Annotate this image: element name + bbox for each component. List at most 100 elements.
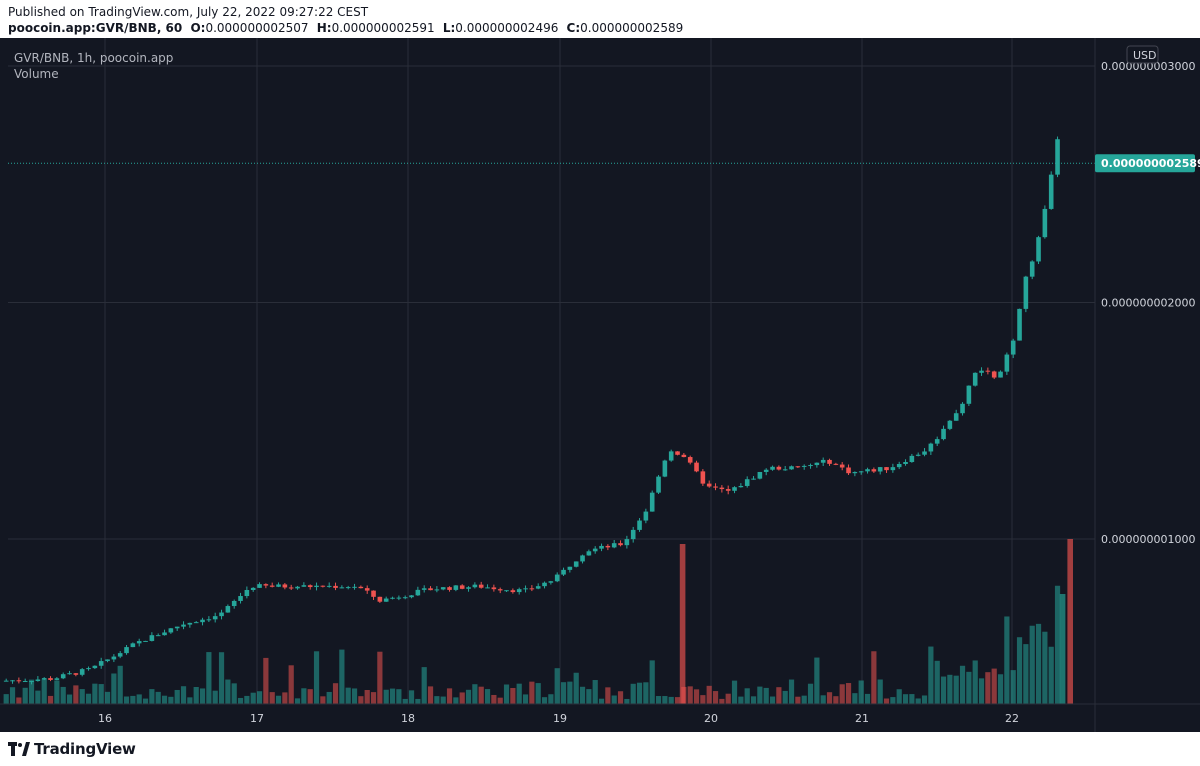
candle-body bbox=[751, 478, 756, 480]
volume-bar bbox=[307, 689, 313, 704]
volume-bar bbox=[624, 698, 630, 704]
candle-body bbox=[548, 581, 554, 583]
candle-body bbox=[143, 640, 148, 642]
volume-bar bbox=[750, 696, 757, 704]
candle-body bbox=[491, 587, 497, 590]
volume-bar bbox=[826, 692, 833, 704]
volume-bar bbox=[3, 694, 9, 704]
candle-body bbox=[1048, 174, 1054, 209]
volume-bar bbox=[655, 696, 662, 704]
volume-bar bbox=[28, 679, 35, 704]
volume-bar bbox=[364, 690, 370, 704]
candle-body bbox=[168, 628, 174, 633]
candle-body bbox=[124, 647, 129, 654]
candle-body bbox=[979, 370, 984, 373]
volume-bar bbox=[22, 687, 28, 704]
volume-bar bbox=[136, 694, 142, 704]
candle-body bbox=[269, 585, 275, 587]
volume-bar bbox=[358, 696, 364, 704]
time-axis: 16 17 18 19 20 21 22 bbox=[98, 712, 1019, 725]
volume-bar bbox=[231, 683, 237, 704]
candle-body bbox=[991, 371, 997, 378]
candle-body bbox=[447, 587, 452, 590]
volume-bar bbox=[573, 672, 579, 704]
volume-bar bbox=[662, 696, 668, 704]
time-tick-label: 21 bbox=[855, 712, 869, 725]
volume-bar bbox=[871, 651, 877, 704]
candle-body bbox=[48, 678, 53, 680]
volume-bar bbox=[541, 697, 548, 704]
volume-bar bbox=[712, 691, 719, 704]
candle-body bbox=[668, 451, 674, 461]
candle-body bbox=[16, 680, 22, 682]
candle-body bbox=[535, 586, 541, 589]
candle-body bbox=[947, 420, 953, 429]
volume-bar bbox=[985, 672, 991, 704]
candle-body bbox=[428, 588, 433, 591]
volume-bar bbox=[560, 682, 567, 704]
candle-body bbox=[700, 471, 706, 484]
volume-bar bbox=[947, 674, 953, 704]
volume-bar-spike bbox=[1059, 594, 1066, 704]
volume-bar bbox=[421, 667, 427, 704]
candle-body bbox=[972, 372, 978, 386]
candle-body bbox=[827, 459, 832, 464]
volume-bar bbox=[744, 688, 750, 704]
candle-body bbox=[922, 451, 927, 455]
candle-body bbox=[903, 461, 908, 464]
volume-bar bbox=[896, 689, 902, 704]
candle-body bbox=[542, 582, 547, 587]
candle-body bbox=[402, 597, 408, 599]
low-label: L:0.000000002496 bbox=[442, 21, 559, 35]
candle-body bbox=[162, 632, 167, 636]
last-price-text: 0.000000002589 bbox=[1101, 157, 1200, 170]
candle-body bbox=[193, 622, 199, 624]
volume-bar bbox=[320, 696, 326, 704]
candle-body bbox=[820, 459, 826, 463]
candle-body bbox=[630, 529, 636, 540]
candle-body bbox=[934, 439, 940, 444]
candle-body bbox=[440, 587, 446, 590]
candle-body bbox=[453, 585, 459, 590]
candle-body bbox=[92, 665, 98, 669]
volume-bar bbox=[991, 668, 997, 704]
candle-body bbox=[1010, 340, 1016, 355]
close-label: C:0.000000002589 bbox=[566, 21, 684, 35]
volume-bar bbox=[643, 682, 649, 704]
candle-body bbox=[396, 597, 402, 599]
time-tick-label: 17 bbox=[250, 712, 264, 725]
volume-bar bbox=[719, 698, 725, 704]
volume-bar bbox=[117, 665, 123, 704]
candle-body bbox=[858, 471, 864, 473]
volume-bar bbox=[801, 695, 807, 704]
candle-body bbox=[301, 585, 307, 587]
volume-bar bbox=[586, 689, 592, 704]
volume-bar bbox=[833, 696, 839, 704]
volume-bar bbox=[9, 687, 16, 704]
chart-panel[interactable]: 0.000000003000 0.000000002000 0.0000000010… bbox=[0, 38, 1200, 732]
tradingview-logo[interactable]: TradingView bbox=[8, 739, 136, 759]
candle-body bbox=[732, 487, 737, 491]
price-chart[interactable]: 0.000000003000 0.000000002000 0.0000000010… bbox=[0, 38, 1200, 732]
volume-bar bbox=[738, 696, 744, 704]
volume-bar bbox=[972, 660, 978, 704]
candle-body bbox=[459, 585, 465, 589]
legend-volume: Volume bbox=[14, 67, 59, 81]
volume-bar bbox=[763, 687, 769, 704]
volume-bar bbox=[16, 697, 22, 704]
volume-bar bbox=[218, 652, 225, 704]
volume-bar bbox=[434, 696, 440, 704]
volume-bar bbox=[92, 683, 98, 704]
volume-bar bbox=[883, 698, 890, 704]
volume-bar bbox=[1042, 631, 1048, 704]
volume-bar bbox=[237, 697, 244, 704]
volume-bar bbox=[959, 665, 966, 704]
candle-body bbox=[111, 656, 117, 660]
time-tick-label: 18 bbox=[401, 712, 415, 725]
volume-bar bbox=[497, 697, 503, 704]
price-tick-label: 0.000000003000 bbox=[1101, 60, 1195, 73]
candle-body bbox=[814, 462, 820, 466]
open-label: O:0.000000002507 bbox=[190, 21, 309, 35]
volume-bar bbox=[674, 697, 681, 704]
volume-bar bbox=[98, 684, 104, 704]
